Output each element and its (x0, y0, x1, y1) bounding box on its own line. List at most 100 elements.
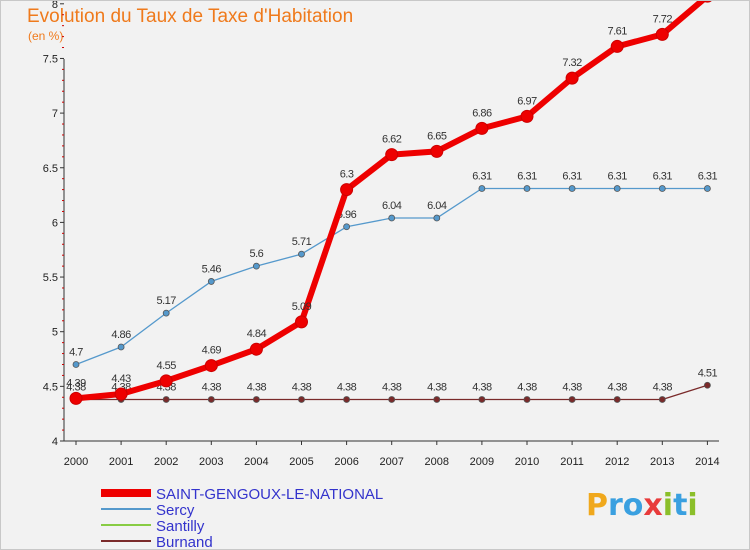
data-label: 6.31 (698, 171, 718, 183)
data-point (117, 343, 125, 351)
logo-letter: o (622, 488, 644, 523)
y-tick-label: 6.5 (43, 163, 58, 175)
data-label: 4.69 (202, 345, 222, 357)
data-point (568, 396, 576, 403)
data-label: 4.39 (66, 377, 86, 389)
logo-letter: r (608, 488, 623, 523)
logo-letter: i (662, 488, 674, 523)
data-label: 5.71 (292, 236, 312, 248)
legend-entry: Sercy (156, 502, 195, 519)
x-tick-label: 2004 (244, 456, 268, 468)
data-label: 4.38 (472, 381, 492, 393)
data-point (613, 185, 621, 192)
y-tick-label: 7 (52, 108, 58, 120)
legend-entry: SAINT-GENGOUX-LE-NATIONAL (156, 486, 383, 503)
logo-letter: x (643, 488, 663, 523)
data-point (252, 396, 260, 403)
data-point (72, 361, 80, 368)
data-label: 4.84 (247, 328, 267, 340)
data-point (162, 396, 170, 403)
data-label: 4.38 (202, 381, 222, 393)
data-point (478, 185, 486, 192)
data-point (523, 396, 531, 403)
data-point (433, 396, 441, 403)
data-label: 6.31 (562, 171, 582, 183)
data-point (340, 183, 354, 197)
data-point (252, 262, 260, 270)
data-label: 4.38 (247, 381, 267, 393)
legend-entry: Santilly (156, 518, 205, 535)
data-label: 4.38 (292, 381, 312, 393)
data-point (433, 214, 441, 222)
y-tick-label: 5.5 (43, 272, 58, 284)
data-label: 6.31 (517, 171, 537, 183)
legend-entry: Burnand (156, 534, 213, 549)
data-label: 6.04 (427, 200, 447, 212)
y-tick-label: 4.5 (43, 381, 58, 393)
logo-letter: P (586, 488, 608, 523)
data-point (207, 396, 215, 403)
data-label: 4.86 (111, 329, 131, 341)
x-tick-label: 2002 (154, 456, 178, 468)
logo-letter: i (687, 488, 698, 523)
data-point (204, 359, 218, 373)
x-tick-label: 2009 (470, 456, 494, 468)
data-point (388, 214, 396, 222)
data-label: 4.38 (562, 381, 582, 393)
data-label: 4.38 (517, 381, 537, 393)
data-label: 4.38 (653, 381, 673, 393)
x-tick-label: 2001 (109, 456, 133, 468)
data-point (520, 109, 534, 123)
data-point (69, 391, 83, 405)
data-point (249, 342, 263, 356)
data-point (568, 185, 576, 192)
data-label: 6.86 (472, 107, 492, 119)
data-point (159, 374, 173, 388)
data-point (298, 250, 305, 258)
data-label: 5.09 (292, 301, 312, 313)
data-point (207, 278, 215, 285)
data-point (658, 396, 666, 403)
y-tick-label: 5 (52, 327, 58, 339)
x-tick-label: 2007 (379, 456, 403, 468)
data-label: 4.38 (382, 381, 402, 393)
data-label: 4.38 (427, 381, 447, 393)
data-label: 4.55 (156, 360, 176, 372)
y-tick-label: 8 (52, 1, 58, 11)
data-label: 6.31 (607, 171, 627, 183)
data-label: 6.04 (382, 200, 402, 212)
x-tick-label: 2011 (560, 456, 584, 468)
chart-subtitle: (en %) (28, 29, 64, 43)
data-label: 5.6 (250, 248, 264, 260)
x-tick-label: 2013 (650, 456, 674, 468)
data-label: 4.38 (66, 381, 86, 393)
data-label: 5.46 (202, 263, 222, 275)
data-label: 6.65 (427, 130, 447, 142)
data-point (565, 71, 579, 85)
data-point (295, 315, 308, 329)
data-point (613, 396, 621, 403)
data-label: 4.38 (607, 381, 627, 393)
y-tick-label: 4 (52, 436, 58, 448)
data-label: 6.62 (382, 134, 402, 146)
x-tick-label: 2000 (64, 456, 88, 468)
x-tick-label: 2008 (425, 456, 449, 468)
data-point (388, 396, 396, 403)
data-label: 7.32 (562, 57, 582, 69)
x-tick-label: 2005 (289, 456, 313, 468)
data-label: 7.72 (653, 13, 673, 25)
data-label: 4.51 (698, 367, 718, 379)
y-tick-label: 7.5 (43, 53, 58, 65)
data-point (343, 396, 351, 403)
data-label: 6.97 (517, 95, 537, 107)
data-point (343, 223, 351, 231)
data-label: 6.3 (340, 169, 354, 181)
data-point (162, 309, 170, 317)
x-tick-label: 2014 (695, 456, 719, 468)
x-tick-label: 2006 (334, 456, 358, 468)
x-tick-label: 2003 (199, 456, 223, 468)
data-point (703, 1, 712, 3)
data-point (704, 185, 711, 192)
data-point (655, 27, 669, 41)
